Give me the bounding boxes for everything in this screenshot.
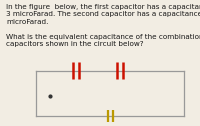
Text: In the figure  below, the first capacitor has a capacitance
3 microFarad. The se: In the figure below, the first capacitor… xyxy=(6,4,200,47)
